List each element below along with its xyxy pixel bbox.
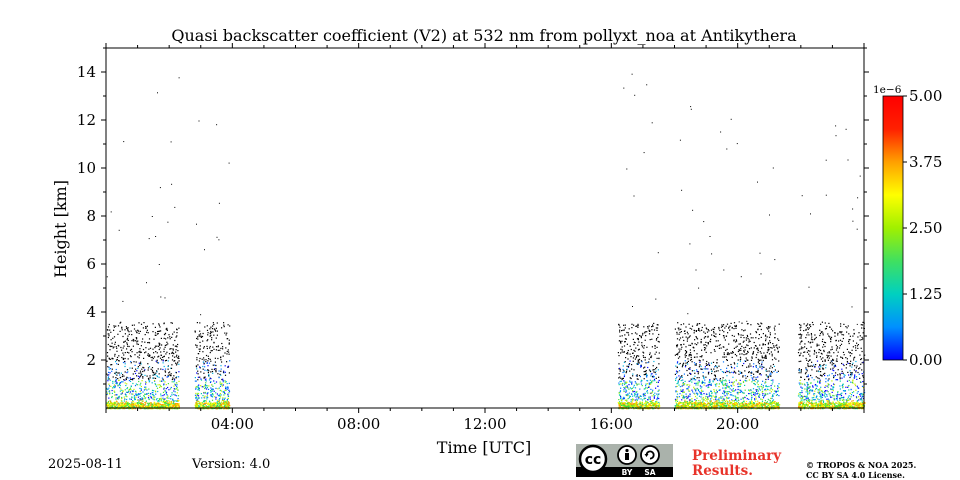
copyright-line-1: © TROPOS & NOA 2025. — [806, 460, 917, 470]
data-period-5 — [797, 125, 866, 410]
colorbar: 0.00 1.25 2.50 3.75 5.00 — [882, 87, 942, 369]
x-tick-label-2: 12:00 — [463, 415, 506, 433]
y-tick-label-2: 6 — [86, 255, 96, 273]
copyright-notice: © TROPOS & NOA 2025. CC BY SA 4.0 Licens… — [806, 460, 916, 480]
data-period-4 — [674, 106, 781, 410]
x-tick-label-3: 16:00 — [590, 415, 633, 433]
preliminary-line-1: Preliminary — [692, 448, 782, 464]
colorbar-tick-label-2: 2.50 — [909, 219, 942, 237]
colorbar-tick-label-4: 5.00 — [909, 87, 942, 105]
y-tick-label-4: 10 — [77, 159, 96, 177]
chart-title: Quasi backscatter coefficient (V2) at 53… — [171, 26, 797, 45]
backscatter-field — [106, 73, 866, 410]
x-tick-label-4: 20:00 — [716, 415, 759, 433]
y-tick-label-6: 14 — [77, 63, 96, 81]
y-tick-label-0: 2 — [86, 351, 96, 369]
version-label: Version: 4.0 — [192, 457, 271, 472]
cc-license-badge: cc BY SA — [576, 444, 673, 477]
x-axis-label: Time [UTC] — [437, 438, 531, 457]
data-period-2 — [194, 120, 231, 410]
colorbar-tick-label-3: 3.75 — [909, 153, 942, 171]
y-tick-label-3: 8 — [86, 207, 96, 225]
preliminary-notice: Preliminary Results. — [692, 449, 781, 479]
data-period-1 — [106, 77, 180, 410]
colorbar-tick-label-1: 1.25 — [909, 285, 942, 303]
x-tick-label-0: 04:00 — [211, 415, 254, 433]
data-period-3 — [617, 73, 661, 410]
sa-label: SA — [644, 468, 655, 477]
plot-area: 04:00 08:00 12:00 16:00 20:00 2 4 6 8 10 12 14 — [77, 43, 869, 433]
plot-frame — [105, 47, 865, 409]
y-tick-label-1: 4 — [86, 303, 96, 321]
cc-icon: cc — [585, 452, 602, 468]
date-label: 2025-08-11 — [48, 457, 123, 472]
colorbar-tick-label-0: 0.00 — [909, 351, 942, 369]
x-tick-label-1: 08:00 — [337, 415, 380, 433]
y-tick-label-5: 12 — [77, 111, 96, 129]
sa-icon — [640, 445, 660, 465]
by-label: BY — [622, 468, 633, 477]
colorbar-gradient — [882, 95, 904, 361]
colorbar-scale-label: 1e−6 — [873, 84, 902, 96]
preliminary-line-2: Results. — [692, 463, 753, 479]
y-axis-label: Height [km] — [51, 180, 70, 278]
copyright-line-2: CC BY SA 4.0 License. — [806, 470, 905, 480]
